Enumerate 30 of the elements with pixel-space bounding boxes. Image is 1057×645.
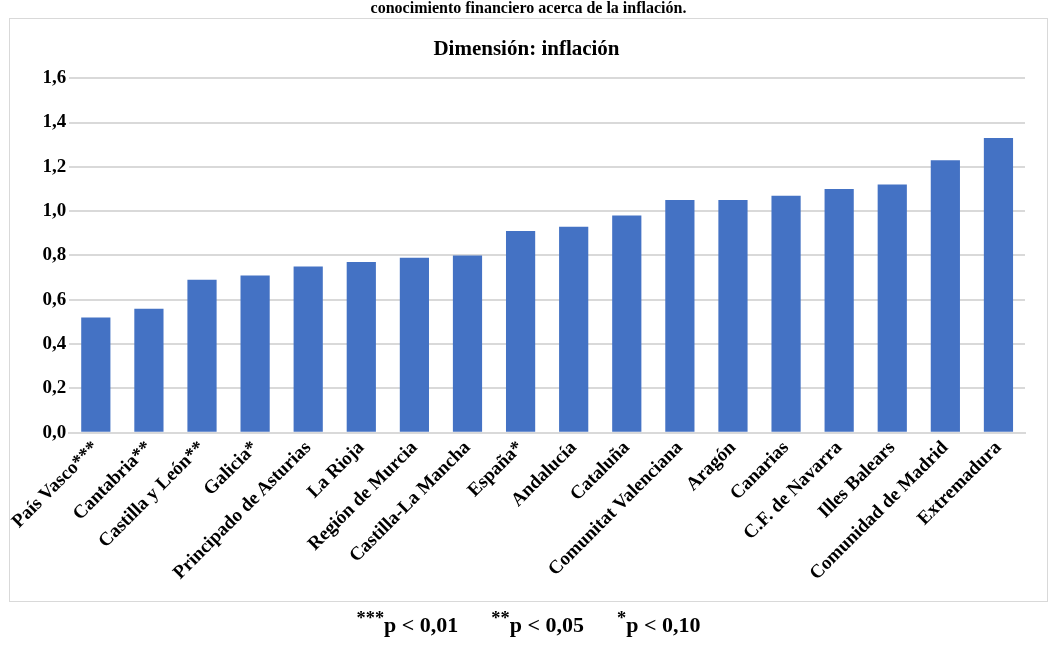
bar <box>983 138 1014 432</box>
bar <box>505 231 536 432</box>
chart-title: Dimensión: inflación <box>433 36 620 61</box>
bar <box>665 200 695 432</box>
y-tick-label: 1,2 <box>42 154 67 176</box>
bar <box>187 279 217 432</box>
bar <box>240 275 270 432</box>
bar <box>612 215 642 432</box>
bar <box>346 262 376 432</box>
y-tick-label: 0,0 <box>42 420 67 442</box>
text: conocimiento financiero acerca de la inflación. <box>369 0 688 16</box>
y-tick-label: 0,8 <box>42 243 67 265</box>
bar <box>771 195 801 432</box>
y-tick-label: 0,4 <box>42 332 67 354</box>
bar <box>399 257 429 432</box>
bar <box>81 317 111 432</box>
bar <box>134 308 164 432</box>
bar <box>930 160 960 432</box>
y-tick-label: 1,6 <box>42 66 67 88</box>
bar <box>824 188 854 432</box>
bar <box>293 266 323 432</box>
y-tick-label: 0,6 <box>42 287 67 309</box>
bar <box>452 255 483 432</box>
text: $^{***}$p < 0,01 $^{**}$p < 0,05 $^{*}$p < 0,10 <box>356 608 701 638</box>
bar <box>559 226 589 432</box>
bar <box>718 200 748 432</box>
y-tick-label: 0,2 <box>42 376 67 398</box>
bar <box>877 184 907 432</box>
y-tick-label: 1,0 <box>42 199 67 221</box>
y-tick-label: 1,4 <box>42 110 67 132</box>
